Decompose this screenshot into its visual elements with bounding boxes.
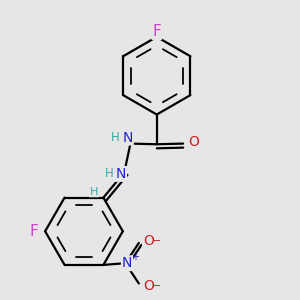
Text: H: H <box>90 187 98 196</box>
Text: F: F <box>152 24 161 39</box>
Text: O: O <box>143 234 154 248</box>
Text: O: O <box>143 278 154 292</box>
Text: −: − <box>152 280 161 290</box>
Text: F: F <box>30 224 39 239</box>
Text: N: N <box>116 167 126 181</box>
Text: +: + <box>131 252 139 262</box>
Text: O: O <box>188 135 199 149</box>
Text: H: H <box>105 167 114 181</box>
Text: N: N <box>122 256 132 270</box>
Text: H: H <box>111 131 120 144</box>
Text: −: − <box>152 236 161 246</box>
Text: N: N <box>122 130 133 145</box>
